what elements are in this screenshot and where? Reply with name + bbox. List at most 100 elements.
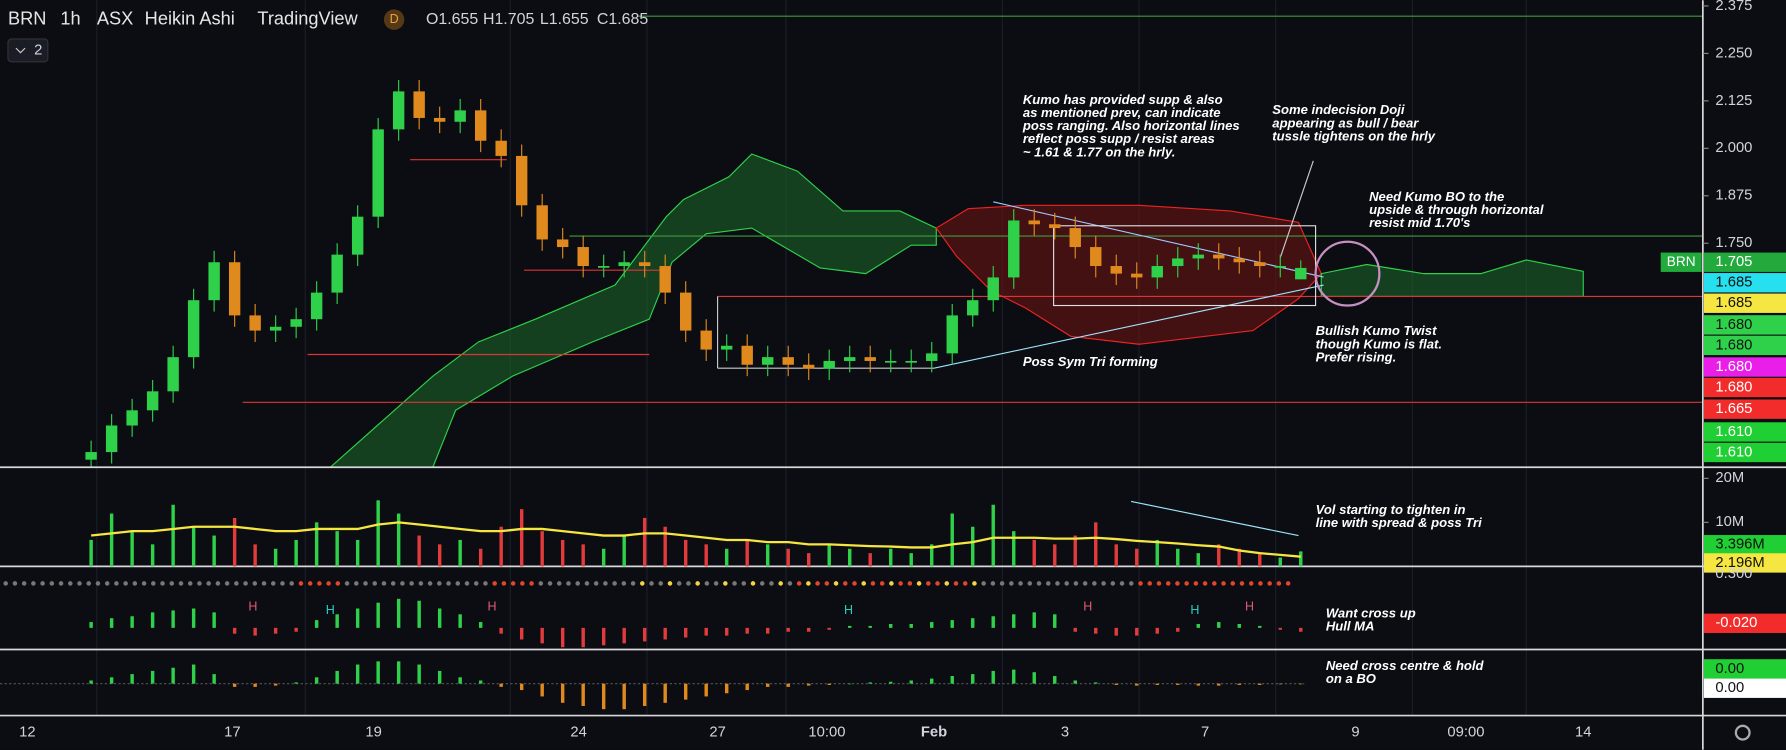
volume-bar (868, 553, 872, 567)
oscillator-bar (396, 661, 401, 684)
candle-body (1151, 266, 1163, 278)
price-label: 1.680 (1715, 317, 1752, 333)
candle-body (372, 129, 384, 217)
candle-body (1254, 262, 1266, 267)
signal-dot (584, 581, 590, 586)
signal-dot (501, 581, 507, 586)
x-tick-label: 09:00 (1447, 725, 1484, 741)
signal-dot (224, 581, 230, 586)
volume-bar (396, 513, 401, 567)
signal-dot (1285, 581, 1291, 586)
hull-bar (848, 625, 852, 628)
candle-body (844, 357, 856, 361)
chart-style: Heikin Ashi (145, 8, 235, 28)
x-tick-label: 27 (709, 725, 725, 741)
hull-bar (704, 627, 708, 636)
signal-dot (354, 581, 359, 586)
candle-body (536, 205, 548, 240)
volume-bar (1073, 535, 1077, 567)
volume-bar (745, 539, 749, 567)
signal-dot (68, 581, 73, 586)
indicator-toggle-box[interactable] (7, 38, 49, 63)
interval: 1h (60, 8, 80, 28)
signal-dot (261, 581, 267, 586)
hull-bar (1073, 627, 1077, 632)
hull-marker: H (844, 603, 853, 617)
oscillator-bar (642, 683, 647, 707)
volume-bar (1094, 522, 1098, 567)
hull-bar (130, 616, 134, 628)
y-tick-label: 2.375 (1715, 0, 1752, 14)
signal-dot (1092, 581, 1097, 586)
oscillator-bar (704, 683, 708, 697)
candle-body (1131, 273, 1143, 278)
signal-dot (898, 581, 903, 586)
candle-body (454, 110, 466, 122)
candle-body (228, 262, 241, 316)
candle-body (659, 266, 671, 293)
hull-bar (827, 627, 831, 630)
candle-body (597, 266, 610, 268)
candle-body (167, 357, 179, 392)
candle-body (208, 262, 220, 301)
candle-body (310, 292, 323, 320)
x-tick-label: 9 (1351, 725, 1359, 741)
price-label: 1.705 (1715, 254, 1752, 270)
candle-body (1028, 220, 1040, 225)
signal-dot (842, 581, 848, 586)
annotation: resist mid 1.70's (1369, 215, 1470, 230)
signal-dot (243, 581, 248, 586)
y-tick-label: 0.300 (1715, 566, 1752, 582)
candle-body (680, 292, 692, 331)
signal-dot (1027, 581, 1033, 586)
candle-body (700, 330, 712, 350)
settings-icon[interactable] (1734, 724, 1751, 741)
signal-dot (1248, 581, 1254, 586)
volume-bar (622, 535, 626, 567)
hull-bar (1278, 627, 1282, 630)
signal-dot (759, 581, 765, 586)
candle-body (495, 140, 507, 156)
candle-body (741, 345, 753, 365)
signal-dot (289, 581, 294, 586)
ohlc-high: H1.705 (483, 11, 535, 28)
candle-body (885, 360, 897, 363)
signal-dot (566, 581, 571, 586)
hull-bar (458, 614, 462, 628)
annotation: ~ 1.61 & 1.77 on the hrly. (1023, 144, 1176, 159)
price-label-box (1703, 357, 1786, 377)
signal-dot (769, 581, 774, 586)
hull-marker: H (326, 603, 335, 617)
price-label: 1.685 (1715, 295, 1752, 311)
signal-dot (1055, 581, 1060, 586)
hull-bar (437, 608, 442, 628)
signal-dot (206, 581, 211, 586)
y-tick-label: 10M (1715, 514, 1744, 530)
oscillator-bar (273, 683, 278, 686)
volume-bar (1196, 553, 1200, 567)
volume-bar (663, 526, 667, 567)
candle-body (269, 326, 282, 331)
candle-body (577, 247, 589, 267)
volume-bar (991, 504, 995, 567)
oscillator-bar (1278, 683, 1282, 685)
candle-body (905, 360, 917, 363)
oscillator-label: 0.00 (1715, 661, 1744, 677)
volume-bar (1217, 544, 1221, 567)
volume-bar (1155, 539, 1159, 567)
signal-dot (972, 581, 977, 586)
hull-bar (1053, 614, 1057, 628)
indicator-toggle[interactable]: 2 (34, 42, 42, 58)
signal-dot (1202, 581, 1208, 586)
volume-bar (232, 517, 237, 567)
signal-dot (77, 581, 82, 586)
oscillator-bar (109, 677, 114, 684)
candle-body (1192, 254, 1204, 259)
hull-bar (930, 622, 934, 628)
candle-body (146, 391, 159, 411)
candle-body (474, 110, 487, 141)
volume-bar (909, 553, 913, 567)
signal-dot (437, 581, 442, 586)
volume-label: 2.196M (1715, 555, 1764, 571)
